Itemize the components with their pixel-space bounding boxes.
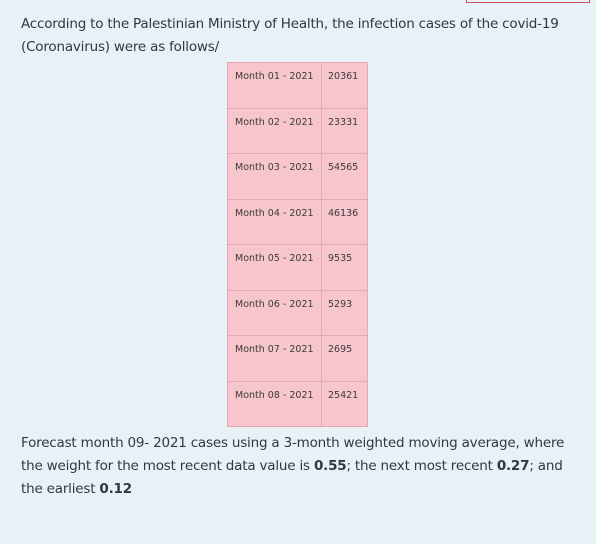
cases-cell: 2695: [321, 335, 368, 382]
cases-cell: 9535: [321, 244, 368, 291]
table-row: Month 08 - 2021 25421: [227, 380, 368, 427]
table-row: Month 06 - 2021 5293: [227, 289, 368, 336]
month-cell: Month 08 - 2021: [227, 380, 322, 427]
month-cell: Month 02 - 2021: [227, 107, 322, 154]
covid-cases-table: Month 01 - 2021 20361 Month 02 - 2021 23…: [227, 62, 368, 427]
forecast-text-part1: Forecast month 09- 2021 cases using a 3-…: [21, 435, 565, 474]
cases-cell: 23331: [321, 107, 368, 154]
cases-cell: 25421: [321, 380, 368, 427]
cases-cell: 20361: [321, 62, 368, 109]
table-row: Month 04 - 2021 46136: [227, 198, 368, 245]
month-cell: Month 03 - 2021: [227, 153, 322, 200]
month-cell: Month 07 - 2021: [227, 335, 322, 382]
cases-cell: 46136: [321, 198, 368, 245]
table-row: Month 05 - 2021 9535: [227, 244, 368, 291]
month-cell: Month 01 - 2021: [227, 62, 322, 109]
forecast-text-part2: ; the next most recent: [346, 458, 497, 474]
weight-earliest: 0.12: [99, 481, 132, 497]
weight-recent: 0.55: [313, 458, 347, 474]
cases-cell: 54565: [321, 153, 368, 200]
table-row: Month 01 - 2021 20361: [227, 62, 368, 109]
table-row: Month 02 - 2021 23331: [227, 107, 368, 154]
table-row: Month 07 - 2021 2695: [227, 335, 368, 382]
cases-cell: 5293: [321, 289, 368, 336]
forecast-instructions: Forecast month 09- 2021 cases using a 3-…: [21, 432, 581, 501]
forecast-text-part3: ; and the earliest: [21, 458, 563, 497]
month-cell: Month 04 - 2021: [227, 198, 322, 245]
top-border-accent: [466, 0, 590, 3]
table-row: Month 03 - 2021 54565: [227, 153, 368, 200]
question-intro: According to the Palestinian Ministry of…: [21, 16, 559, 55]
weight-next: 0.27: [496, 458, 530, 474]
month-cell: Month 06 - 2021: [227, 289, 322, 336]
month-cell: Month 05 - 2021: [227, 244, 322, 291]
